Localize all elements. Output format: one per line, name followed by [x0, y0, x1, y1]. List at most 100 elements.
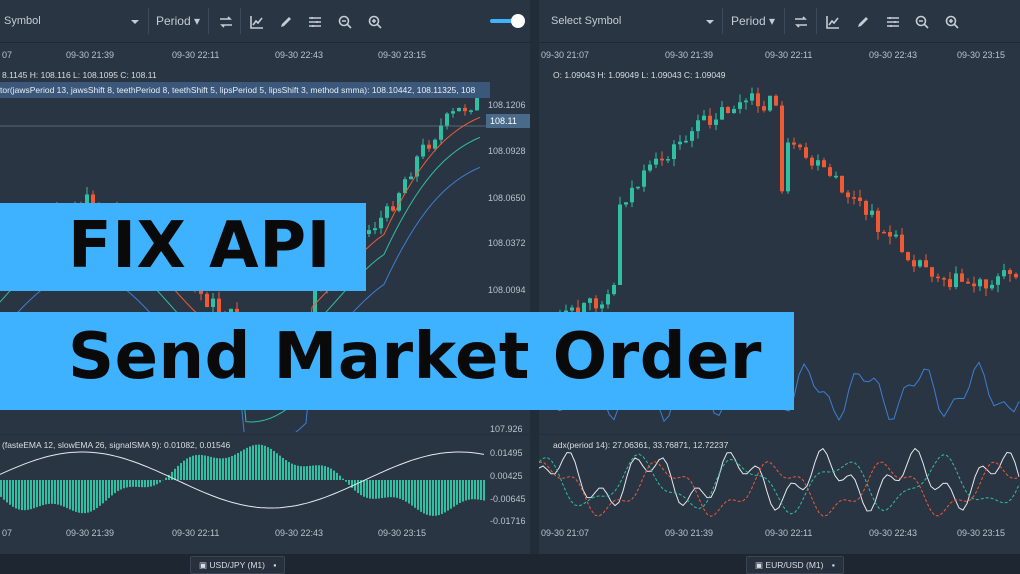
- pencil-icon[interactable]: [853, 8, 873, 34]
- settings-icon[interactable]: [883, 8, 903, 34]
- macd-bar: [93, 480, 95, 511]
- pencil-icon[interactable]: [276, 8, 296, 34]
- candle-body: [864, 200, 868, 215]
- candle-body: [421, 144, 425, 157]
- macd-bar: [159, 480, 161, 483]
- macd-bar: [51, 480, 53, 504]
- price-label: 108.0094: [488, 285, 526, 295]
- macd-bar: [237, 452, 239, 480]
- candle-body: [978, 279, 982, 287]
- candle-body: [445, 113, 449, 126]
- candle-body: [451, 111, 455, 114]
- macd-bar: [327, 467, 329, 480]
- candle-body: [984, 279, 988, 289]
- macd-bar: [3, 480, 5, 500]
- candle-body: [403, 179, 407, 194]
- candle-body: [912, 260, 916, 267]
- macd-bar: [441, 480, 443, 514]
- macd-bar: [150, 480, 152, 487]
- macd-bar: [363, 480, 365, 497]
- symbol-select[interactable]: Symbol: [4, 15, 41, 27]
- macd-bar: [264, 445, 266, 480]
- right-chart-pane: Select Symbol Period ▾ 09-30 21:07 09-30…: [539, 0, 1020, 554]
- price-label: 108.1206: [488, 100, 526, 110]
- time-label: 09-30 22:11: [765, 528, 813, 538]
- macd-bar: [78, 480, 80, 513]
- macd-bar: [240, 451, 242, 480]
- candle-body: [882, 231, 886, 234]
- zoom-in-icon[interactable]: [365, 8, 385, 34]
- time-label: 09-30 21:07: [541, 50, 590, 60]
- candle-body: [720, 107, 724, 120]
- macd-bar: [87, 480, 89, 513]
- macd-bar: [396, 480, 398, 498]
- macd-bar: [459, 480, 461, 504]
- close-icon[interactable]: ▪: [831, 560, 835, 570]
- candle-body: [211, 298, 215, 308]
- period-select[interactable]: Period ▾: [155, 14, 201, 28]
- dropdown-icon[interactable]: [124, 8, 146, 34]
- zoom-in-icon[interactable]: [942, 8, 962, 34]
- macd-bar: [66, 480, 68, 509]
- symbol-select[interactable]: Select Symbol: [551, 15, 622, 27]
- candle-body: [948, 279, 952, 288]
- candle-body: [786, 142, 790, 192]
- macd-bar: [360, 480, 362, 496]
- toolbar-divider: [722, 8, 723, 34]
- candle-body: [690, 131, 694, 141]
- macd-bar: [444, 480, 446, 513]
- candle-body: [654, 158, 658, 165]
- macd-bar: [381, 480, 383, 499]
- macd-bar: [141, 480, 143, 488]
- macd-bar: [174, 468, 176, 480]
- zoom-out-icon[interactable]: [335, 8, 355, 34]
- macd-bar: [204, 455, 206, 480]
- macd-bar: [393, 480, 395, 498]
- candle-body: [636, 186, 640, 189]
- macd-bar: [30, 480, 32, 510]
- chart-line-icon[interactable]: [823, 8, 843, 34]
- macd-bar: [183, 460, 185, 480]
- macd-bar: [369, 480, 371, 499]
- macd-bar: [294, 464, 296, 480]
- settings-icon[interactable]: [305, 8, 325, 34]
- candle-body: [570, 307, 574, 311]
- candle-body: [744, 100, 748, 103]
- subtitle-banner: [0, 312, 794, 410]
- candle-body: [870, 210, 874, 215]
- candle-body: [457, 107, 461, 112]
- tab-label: USD/JPY (M1): [209, 560, 265, 570]
- time-label: 09-30 23:15: [957, 50, 1006, 60]
- macd-bar: [111, 480, 113, 496]
- swap-icon[interactable]: [791, 8, 811, 34]
- macd-bar: [39, 480, 41, 507]
- close-icon[interactable]: ▪: [273, 560, 277, 570]
- candle-body: [666, 159, 670, 161]
- current-price: 108.11: [490, 116, 517, 126]
- tab-usdjpy[interactable]: ▣ USD/JPY (M1) ▪: [190, 556, 286, 574]
- swap-icon[interactable]: [216, 8, 236, 34]
- period-select[interactable]: Period ▾: [730, 14, 776, 28]
- dropdown-icon[interactable]: [699, 8, 721, 34]
- candle-body: [768, 95, 772, 111]
- candle-body: [840, 175, 844, 193]
- macd-bar: [387, 480, 389, 498]
- macd-bar: [147, 480, 149, 488]
- candle-body: [612, 284, 616, 295]
- macd-bar: [390, 480, 392, 498]
- tab-eurusd[interactable]: ▣ EUR/USD (M1) ▪: [746, 556, 844, 574]
- toolbar-divider: [784, 8, 785, 34]
- time-label: 09-30 22:11: [765, 50, 813, 60]
- candle-body: [810, 157, 814, 166]
- chart-line-icon[interactable]: [247, 8, 267, 34]
- macd-bar: [423, 480, 425, 514]
- sync-toggle[interactable]: [488, 13, 528, 29]
- period-label: Period: [155, 14, 191, 28]
- macd-bar: [273, 450, 275, 480]
- macd-bar: [312, 465, 314, 480]
- candle-body: [792, 142, 796, 145]
- macd-bar: [243, 449, 245, 480]
- candle-body: [756, 93, 760, 107]
- zoom-out-icon[interactable]: [912, 8, 932, 34]
- candle-body: [858, 197, 862, 201]
